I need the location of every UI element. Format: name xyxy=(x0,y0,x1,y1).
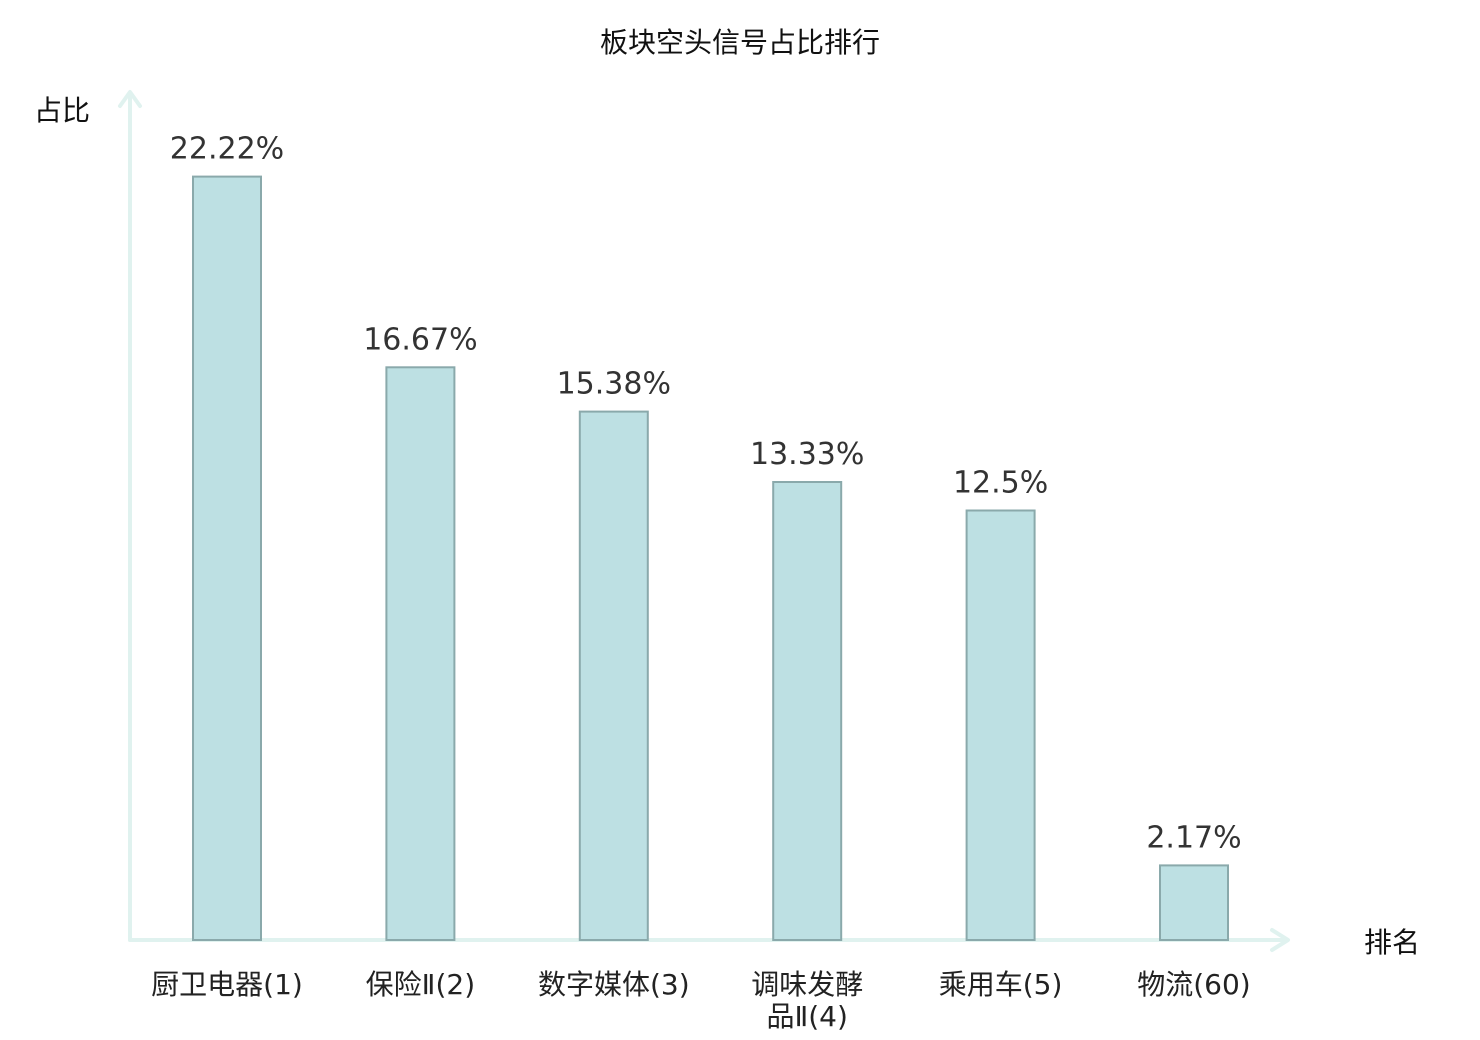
category-label-line: 乘用车(5) xyxy=(939,968,1063,1001)
chart-title: 板块空头信号占比排行 xyxy=(600,26,880,59)
bar-1[interactable] xyxy=(192,175,262,942)
bar-4[interactable] xyxy=(772,481,843,941)
category-label-5: 乘用车(5) xyxy=(939,968,1063,1001)
category-label-line: 品Ⅱ(4) xyxy=(766,1000,847,1033)
bar-6[interactable] xyxy=(1159,864,1229,942)
category-label-3: 数字媒体(3) xyxy=(538,968,690,1001)
value-label-3: 15.38% xyxy=(557,367,671,402)
value-label-4: 13.33% xyxy=(750,437,864,472)
category-label-6: 物流(60) xyxy=(1137,968,1250,1001)
y-axis-title: 占比 xyxy=(34,94,90,127)
value-label-1: 22.22% xyxy=(170,132,284,167)
value-labels-group: 22.22% 16.67% 15.38% 13.33% 12.5% 2.17% xyxy=(170,132,1242,856)
category-label-line: 保险Ⅱ(2) xyxy=(366,968,475,1001)
x-axis-arrow-icon xyxy=(1270,928,1290,952)
bar-5[interactable] xyxy=(965,509,1036,941)
value-label-2: 16.67% xyxy=(363,322,477,357)
bar-2[interactable] xyxy=(385,366,456,941)
category-label-1: 厨卫电器(1) xyxy=(151,968,303,1001)
bar-3[interactable] xyxy=(578,410,649,942)
category-label-line: 数字媒体(3) xyxy=(538,968,690,1001)
category-label-line: 调味发酵 xyxy=(751,968,863,1001)
bars-group xyxy=(192,175,1229,942)
value-label-5: 12.5% xyxy=(953,466,1048,501)
category-labels-group: 厨卫电器(1) 保险Ⅱ(2) 数字媒体(3) 调味发酵品Ⅱ(4) 乘用车(5) 物流(60… xyxy=(151,968,1251,1033)
category-label-4: 调味发酵品Ⅱ(4) xyxy=(751,968,863,1033)
category-label-2: 保险Ⅱ(2) xyxy=(366,968,475,1001)
x-axis-title: 排名 xyxy=(1364,926,1420,959)
category-label-line: 厨卫电器(1) xyxy=(151,968,303,1001)
y-axis-arrow-icon xyxy=(118,90,142,108)
value-label-6: 2.17% xyxy=(1146,820,1241,855)
axes xyxy=(118,90,1290,952)
category-label-line: 物流(60) xyxy=(1137,968,1250,1001)
